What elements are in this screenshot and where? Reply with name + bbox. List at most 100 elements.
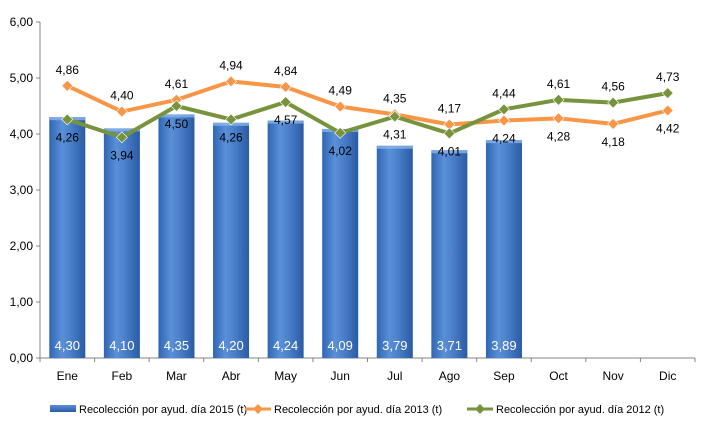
series-marker [552, 93, 565, 106]
line-data-label: 4,84 [274, 64, 298, 78]
line-data-label: 4,61 [547, 77, 571, 91]
series-marker [225, 75, 237, 88]
series-marker [498, 114, 510, 127]
axes: 0,00 1,00 2,00 3,00 4,00 5,00 6,00 Ene Feb Mar Abr… [10, 15, 696, 383]
legend-swatch-marker [475, 404, 485, 414]
line-data-label: 4,24 [492, 132, 516, 146]
line-data-label: 4,94 [219, 58, 243, 72]
series-marker [61, 79, 74, 92]
series-marker [279, 96, 292, 109]
series-marker [170, 100, 183, 112]
line-data-label: 4,31 [383, 128, 407, 142]
x-tick-label: Oct [549, 369, 568, 383]
bar-highlight [431, 150, 468, 154]
line-data-label: 4,49 [329, 84, 353, 98]
x-tick-label: Nov [602, 369, 623, 383]
bar-data-label: 3,71 [437, 338, 462, 353]
bar [103, 128, 140, 358]
x-tick-label: Jul [387, 369, 402, 383]
legend-label: Recolección por ayud. día 2013 (t) [274, 404, 442, 416]
bar [322, 128, 359, 358]
bar-data-label: 3,89 [491, 338, 516, 353]
bar-highlight [103, 128, 140, 132]
bar [213, 122, 250, 358]
y-tick-label: 3,00 [10, 183, 34, 197]
bar [431, 150, 468, 358]
bar-data-label: 4,09 [328, 338, 353, 353]
x-tick-label: Jun [331, 369, 350, 383]
series-marker [279, 81, 292, 93]
line-data-label: 4,18 [601, 135, 625, 149]
bar-highlight [158, 114, 195, 118]
series-marker [552, 112, 565, 125]
y-tick-label: 6,00 [10, 15, 34, 29]
line-data-label: 4,17 [438, 101, 462, 115]
y-tick-label: 1,00 [10, 295, 34, 309]
x-tick-label: Ago [439, 369, 461, 383]
series-marker [661, 87, 674, 100]
legend: Recolección por ayud. día 2015 (t) Recole… [50, 404, 664, 416]
line-data-label: 4,61 [165, 77, 189, 91]
x-tick-label: May [274, 369, 297, 383]
line-data-label: 4,73 [656, 70, 680, 84]
line-data-label: 4,02 [329, 144, 353, 158]
x-tick-label: Feb [112, 369, 133, 383]
bar-data-label: 4,30 [55, 338, 80, 353]
bar-series [49, 114, 522, 359]
x-tick-label: Ene [57, 369, 79, 383]
bar [49, 117, 86, 358]
line-data-label: 4,01 [438, 144, 462, 158]
line-data-label: 4,86 [56, 63, 80, 77]
line-data-label: 4,50 [165, 117, 189, 131]
legend-label: Recolección por ayud. día 2015 (t) [79, 404, 247, 416]
series-marker [115, 105, 128, 118]
y-tick-label: 4,00 [10, 127, 34, 141]
bar-highlight [376, 145, 413, 149]
line-data-label: 4,40 [110, 89, 134, 103]
bar [376, 145, 413, 358]
bar [267, 120, 304, 358]
series-marker [225, 113, 237, 126]
series-marker [115, 131, 128, 144]
y-tick-label: 2,00 [10, 239, 34, 253]
line-data-label: 4,57 [274, 113, 298, 127]
legend-label: Recolección por ayud. día 2012 (t) [496, 404, 664, 416]
line-data-label: 4,56 [601, 80, 625, 94]
x-tick-label: Mar [166, 369, 187, 383]
line-data-label: 4,42 [656, 121, 680, 135]
data-labels: 4,30 4,10 4,35 4,20 4,24 4,09 3,79 3,71 3,89 4,86… [55, 58, 680, 353]
bar-data-label: 4,10 [109, 338, 134, 353]
line-series [61, 75, 674, 144]
series-marker [607, 96, 620, 109]
series-marker [388, 110, 401, 123]
line-data-label: 4,35 [383, 91, 407, 105]
bar [485, 140, 522, 358]
series-marker [443, 127, 456, 140]
series-marker [61, 113, 74, 126]
line-data-label: 4,26 [56, 130, 80, 144]
legend-swatch-marker [253, 404, 263, 414]
series-marker [334, 126, 347, 139]
line-data-label: 4,44 [492, 86, 516, 100]
bar-data-label: 4,35 [164, 338, 189, 353]
line-data-label: 3,94 [110, 148, 134, 162]
x-tick-label: Sep [493, 369, 515, 383]
y-tick-label: 0,00 [10, 351, 34, 365]
x-tick-label: Abr [222, 369, 241, 383]
series-marker [661, 104, 674, 117]
y-tick-label: 5,00 [10, 71, 34, 85]
bar [158, 114, 195, 359]
series-line [66, 79, 669, 127]
bar-data-label: 3,79 [382, 338, 407, 353]
bar-highlight [267, 120, 304, 124]
x-tick-label: Dic [659, 369, 676, 383]
series-line [66, 91, 669, 140]
series-marker [498, 103, 510, 116]
bar-highlight [485, 140, 522, 144]
bar-data-label: 4,24 [273, 338, 298, 353]
series-marker [334, 100, 347, 113]
series-marker [607, 117, 620, 130]
line-data-label: 4,26 [219, 130, 243, 144]
